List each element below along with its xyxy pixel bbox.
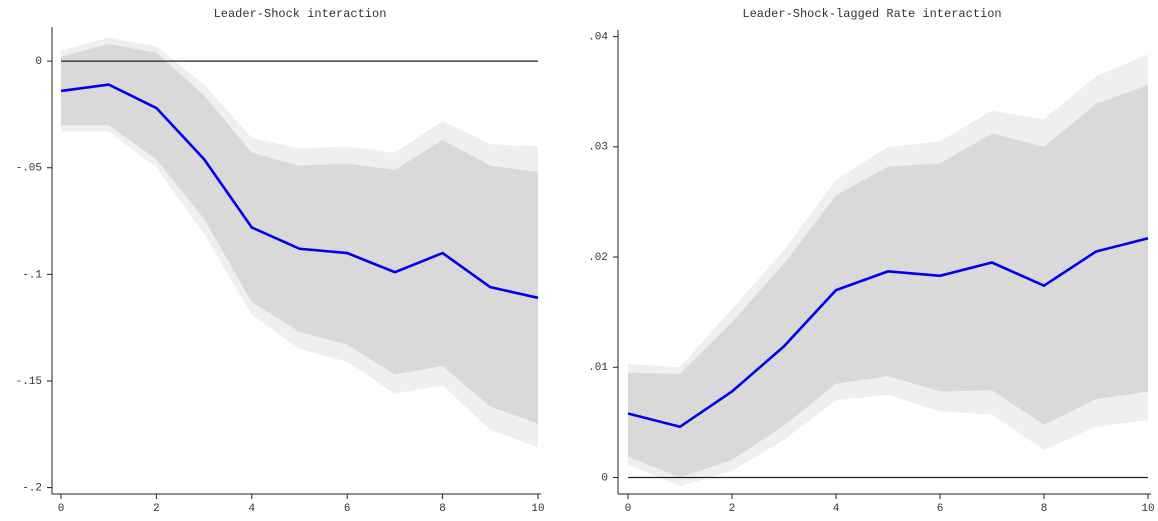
y-tick-label: -.2 [22, 483, 42, 495]
y-tick-label: -.1 [22, 269, 42, 281]
x-tick-label: 2 [153, 503, 160, 515]
y-tick-label: -.05 [16, 163, 42, 175]
y-tick-label: 0 [35, 56, 42, 68]
x-tick-label: 0 [625, 503, 632, 515]
x-tick-label: 10 [531, 503, 544, 515]
x-tick-label: 10 [1141, 503, 1154, 515]
x-tick-label: 4 [248, 503, 255, 515]
y-tick-label: -.15 [16, 376, 42, 388]
x-tick-label: 6 [344, 503, 351, 515]
y-tick-label: .02 [588, 252, 608, 264]
x-tick-label: 4 [833, 503, 840, 515]
x-tick-label: 6 [937, 503, 944, 515]
y-tick-label: .03 [588, 142, 608, 154]
inner-band [61, 44, 538, 424]
chart-title: Leader-Shock interaction [214, 7, 387, 21]
x-tick-label: 8 [439, 503, 446, 515]
line [60, 83, 539, 300]
line [627, 237, 1149, 429]
y-tick-label: .04 [588, 32, 608, 44]
inner-band [628, 85, 1148, 478]
chart-title: Leader-Shock-lagged Rate interaction [742, 7, 1001, 21]
y-tick-label: .01 [588, 362, 608, 374]
x-tick-label: 0 [58, 503, 65, 515]
y-tick-label: 0 [601, 472, 608, 484]
x-tick-label: 2 [729, 503, 736, 515]
x-tick-label: 8 [1041, 503, 1048, 515]
